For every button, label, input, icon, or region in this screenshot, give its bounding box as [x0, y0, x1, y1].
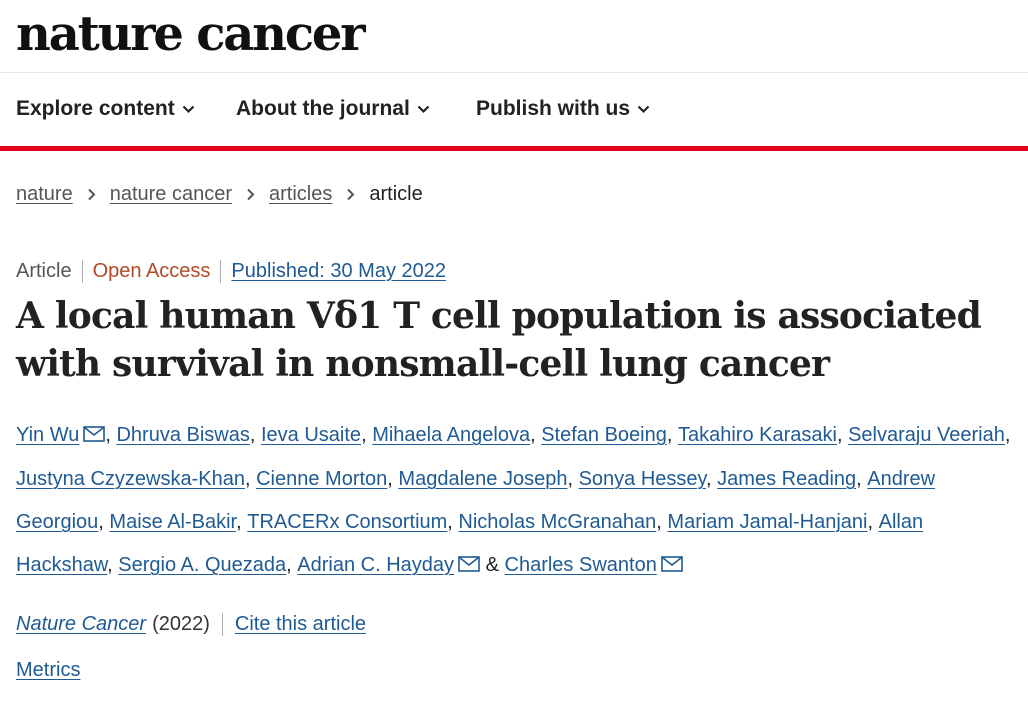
author-link[interactable]: Yin Wu: [16, 424, 80, 446]
author-item: Mihaela Angelova,: [372, 424, 541, 446]
author-separator: ,: [107, 554, 113, 576]
author-item: Charles Swanton: [505, 554, 683, 576]
author-separator: ,: [836, 424, 843, 446]
author-separator: ,: [447, 511, 453, 533]
site-header: nature cancer: [0, 0, 1028, 73]
author-link[interactable]: James Reading: [717, 468, 857, 490]
published-date-wrapper: Published: 30 May 2022: [221, 260, 446, 283]
author-link[interactable]: Dhruva Biswas: [116, 424, 250, 446]
author-link[interactable]: Cienne Morton: [256, 468, 388, 490]
breadcrumb-current: article: [369, 182, 423, 205]
author-separator: ,: [361, 424, 367, 446]
author-link[interactable]: TRACERx Consortium: [247, 511, 448, 533]
author-separator: ,: [706, 468, 712, 490]
author-link[interactable]: Maise Al-Bakir: [109, 511, 237, 533]
author-item: Ieva Usaite,: [261, 424, 372, 446]
author-separator: ,: [666, 424, 673, 446]
envelope-icon[interactable]: [83, 415, 106, 458]
author-link[interactable]: Takahiro Karasaki: [677, 424, 837, 446]
author-separator: ,: [656, 511, 662, 533]
author-link[interactable]: Charles Swanton: [504, 554, 657, 576]
author-item: Magdalene Joseph,: [398, 468, 578, 490]
author-separator: ,: [249, 424, 256, 446]
author-item: Cienne Morton,: [256, 468, 398, 490]
breadcrumb-nature[interactable]: nature: [16, 182, 73, 205]
main-nav: Explore content About the journal Publis…: [0, 73, 1028, 145]
accent-divider: [0, 146, 1028, 151]
nav-about-label: About the journal: [236, 97, 410, 120]
nav-explore-label: Explore content: [16, 97, 175, 120]
author-item: Justyna Czyzewska-Khan,: [16, 468, 256, 490]
author-item: Maise Al-Bakir,: [109, 511, 247, 533]
breadcrumb-nature-cancer[interactable]: nature cancer: [109, 182, 233, 205]
article-meta: Article Open Access Published: 30 May 20…: [16, 256, 446, 286]
author-item: Yin Wu,: [16, 424, 116, 446]
chevron-down-icon: [417, 105, 430, 114]
cite-this-article-link[interactable]: Cite this article: [234, 612, 367, 635]
author-item: Allan Hackshaw,: [16, 511, 923, 576]
author-item: Stefan Boeing,: [541, 424, 678, 446]
chevron-down-icon: [637, 105, 650, 114]
journal-link[interactable]: Nature Cancer: [16, 612, 147, 635]
author-item: Andrew Georgiou,: [16, 468, 935, 533]
chevron-right-icon: [87, 188, 96, 201]
author-link[interactable]: Andrew Georgiou: [16, 468, 936, 533]
author-separator: ,: [286, 554, 292, 576]
author-separator: ,: [856, 468, 862, 490]
envelope-icon[interactable]: [458, 545, 480, 588]
author-link[interactable]: Selvaraju Veeriah: [848, 424, 1005, 446]
citation-line: Nature Cancer (2022) Cite this article: [16, 609, 366, 639]
nav-publish-with-us[interactable]: Publish with us: [476, 95, 650, 123]
author-list: Yin Wu, Dhruva Biswas, Ieva Usaite, Miha…: [16, 414, 1016, 588]
site-logo: nature cancer: [16, 6, 365, 62]
author-link[interactable]: Justyna Czyzewska-Khan: [16, 468, 245, 490]
author-separator: ,: [387, 468, 393, 490]
author-link[interactable]: Magdalene Joseph: [398, 468, 568, 490]
author-separator: ,: [244, 468, 251, 490]
breadcrumb-articles[interactable]: articles: [269, 182, 333, 205]
author-link[interactable]: Sergio A. Quezada: [118, 554, 287, 576]
author-item: TRACERx Consortium,: [247, 511, 458, 533]
author-separator: ,: [530, 424, 536, 446]
article-title: A local human Vδ1 T cell population is a…: [16, 295, 982, 385]
author-item: Sergio A. Quezada,: [118, 554, 297, 576]
chevron-down-icon: [182, 105, 195, 114]
author-item: Selvaraju Veeriah,: [848, 424, 1010, 446]
nav-publish-label: Publish with us: [476, 97, 631, 120]
author-item: Adrian C. Hayday &: [297, 554, 504, 576]
author-link[interactable]: Mariam Jamal-Hanjani: [667, 511, 868, 533]
author-item: Takahiro Karasaki,: [678, 424, 848, 446]
published-date-link[interactable]: Published: 30 May 2022: [231, 259, 447, 282]
author-link[interactable]: Stefan Boeing: [541, 424, 667, 446]
author-link[interactable]: Allan Hackshaw: [16, 511, 924, 576]
author-separator: ,: [105, 424, 111, 446]
author-separator: ,: [567, 468, 573, 490]
chevron-right-icon: [246, 188, 255, 201]
author-separator: ,: [236, 511, 242, 533]
author-link[interactable]: Ieva Usaite: [261, 424, 362, 446]
open-access-label: Open Access: [83, 259, 222, 283]
nav-about-journal[interactable]: About the journal: [236, 95, 430, 123]
metrics-section: Metrics: [16, 655, 80, 685]
chevron-right-icon: [346, 188, 355, 201]
article-type: Article: [16, 259, 83, 283]
author-separator: ,: [98, 511, 104, 533]
author-and-separator: &: [485, 554, 499, 576]
author-link[interactable]: Mihaela Angelova: [372, 424, 531, 446]
author-item: Nicholas McGranahan,: [458, 511, 667, 533]
citation-year: (2022): [152, 612, 223, 636]
author-link[interactable]: Sonya Hessey: [578, 468, 707, 490]
author-link[interactable]: Nicholas McGranahan: [458, 511, 657, 533]
author-item: Dhruva Biswas,: [116, 424, 261, 446]
breadcrumb: nature nature cancer articles article: [16, 180, 423, 208]
author-separator: ,: [867, 511, 874, 533]
author-separator: ,: [1004, 424, 1011, 446]
metrics-link[interactable]: Metrics: [16, 658, 81, 681]
author-item: Sonya Hessey,: [579, 468, 718, 490]
author-item: James Reading,: [717, 468, 867, 490]
envelope-icon[interactable]: [661, 545, 683, 588]
author-link[interactable]: Adrian C. Hayday: [297, 554, 455, 576]
nav-explore-content[interactable]: Explore content: [16, 95, 195, 123]
author-item: Mariam Jamal-Hanjani,: [667, 511, 878, 533]
